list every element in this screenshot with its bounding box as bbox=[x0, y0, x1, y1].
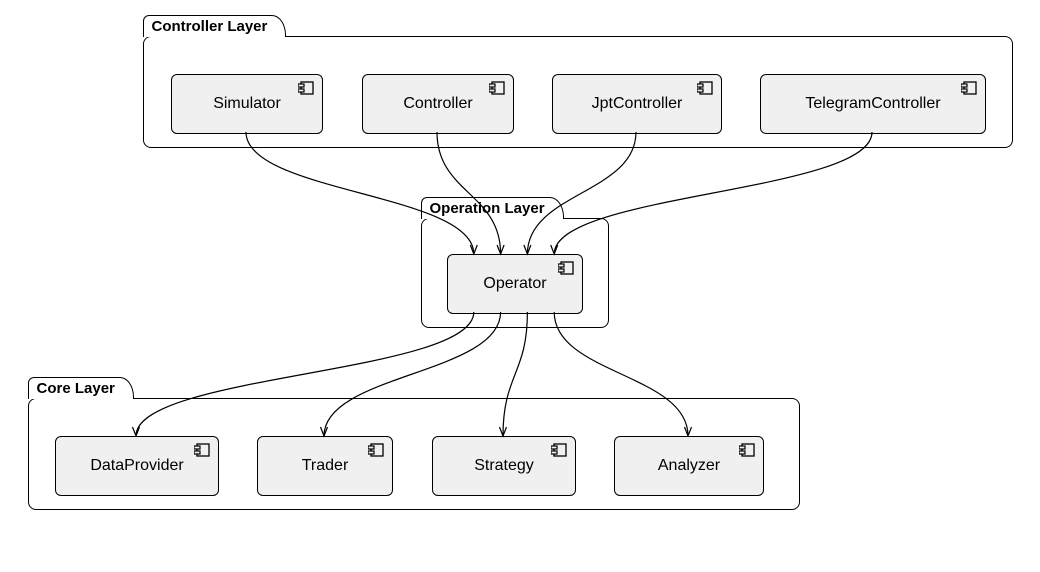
component-operator: Operator bbox=[447, 254, 583, 314]
component-data-provider: DataProvider bbox=[55, 436, 219, 496]
component-jpt-controller: JptController bbox=[552, 74, 722, 134]
component-label: DataProvider bbox=[90, 457, 183, 475]
component-label: JptController bbox=[592, 95, 683, 113]
component-analyzer: Analyzer bbox=[614, 436, 764, 496]
layer-operation-title: Operation Layer bbox=[421, 197, 564, 219]
component-icon bbox=[551, 443, 567, 457]
component-icon bbox=[961, 81, 977, 95]
component-controller: Controller bbox=[362, 74, 514, 134]
component-label: TelegramController bbox=[805, 95, 940, 113]
component-label: Simulator bbox=[213, 95, 281, 113]
layer-controller-title: Controller Layer bbox=[143, 15, 287, 37]
component-label: Trader bbox=[302, 457, 349, 475]
component-label: Controller bbox=[403, 95, 472, 113]
component-label: Operator bbox=[483, 275, 546, 293]
component-label: Strategy bbox=[474, 457, 534, 475]
layer-core-title: Core Layer bbox=[28, 377, 134, 399]
component-icon bbox=[558, 261, 574, 275]
component-icon bbox=[368, 443, 384, 457]
component-strategy: Strategy bbox=[432, 436, 576, 496]
component-label: Analyzer bbox=[658, 457, 720, 475]
component-trader: Trader bbox=[257, 436, 393, 496]
component-icon bbox=[298, 81, 314, 95]
component-icon bbox=[697, 81, 713, 95]
component-telegram-controller: TelegramController bbox=[760, 74, 986, 134]
component-icon bbox=[194, 443, 210, 457]
component-icon bbox=[489, 81, 505, 95]
component-icon bbox=[739, 443, 755, 457]
component-simulator: Simulator bbox=[171, 74, 323, 134]
